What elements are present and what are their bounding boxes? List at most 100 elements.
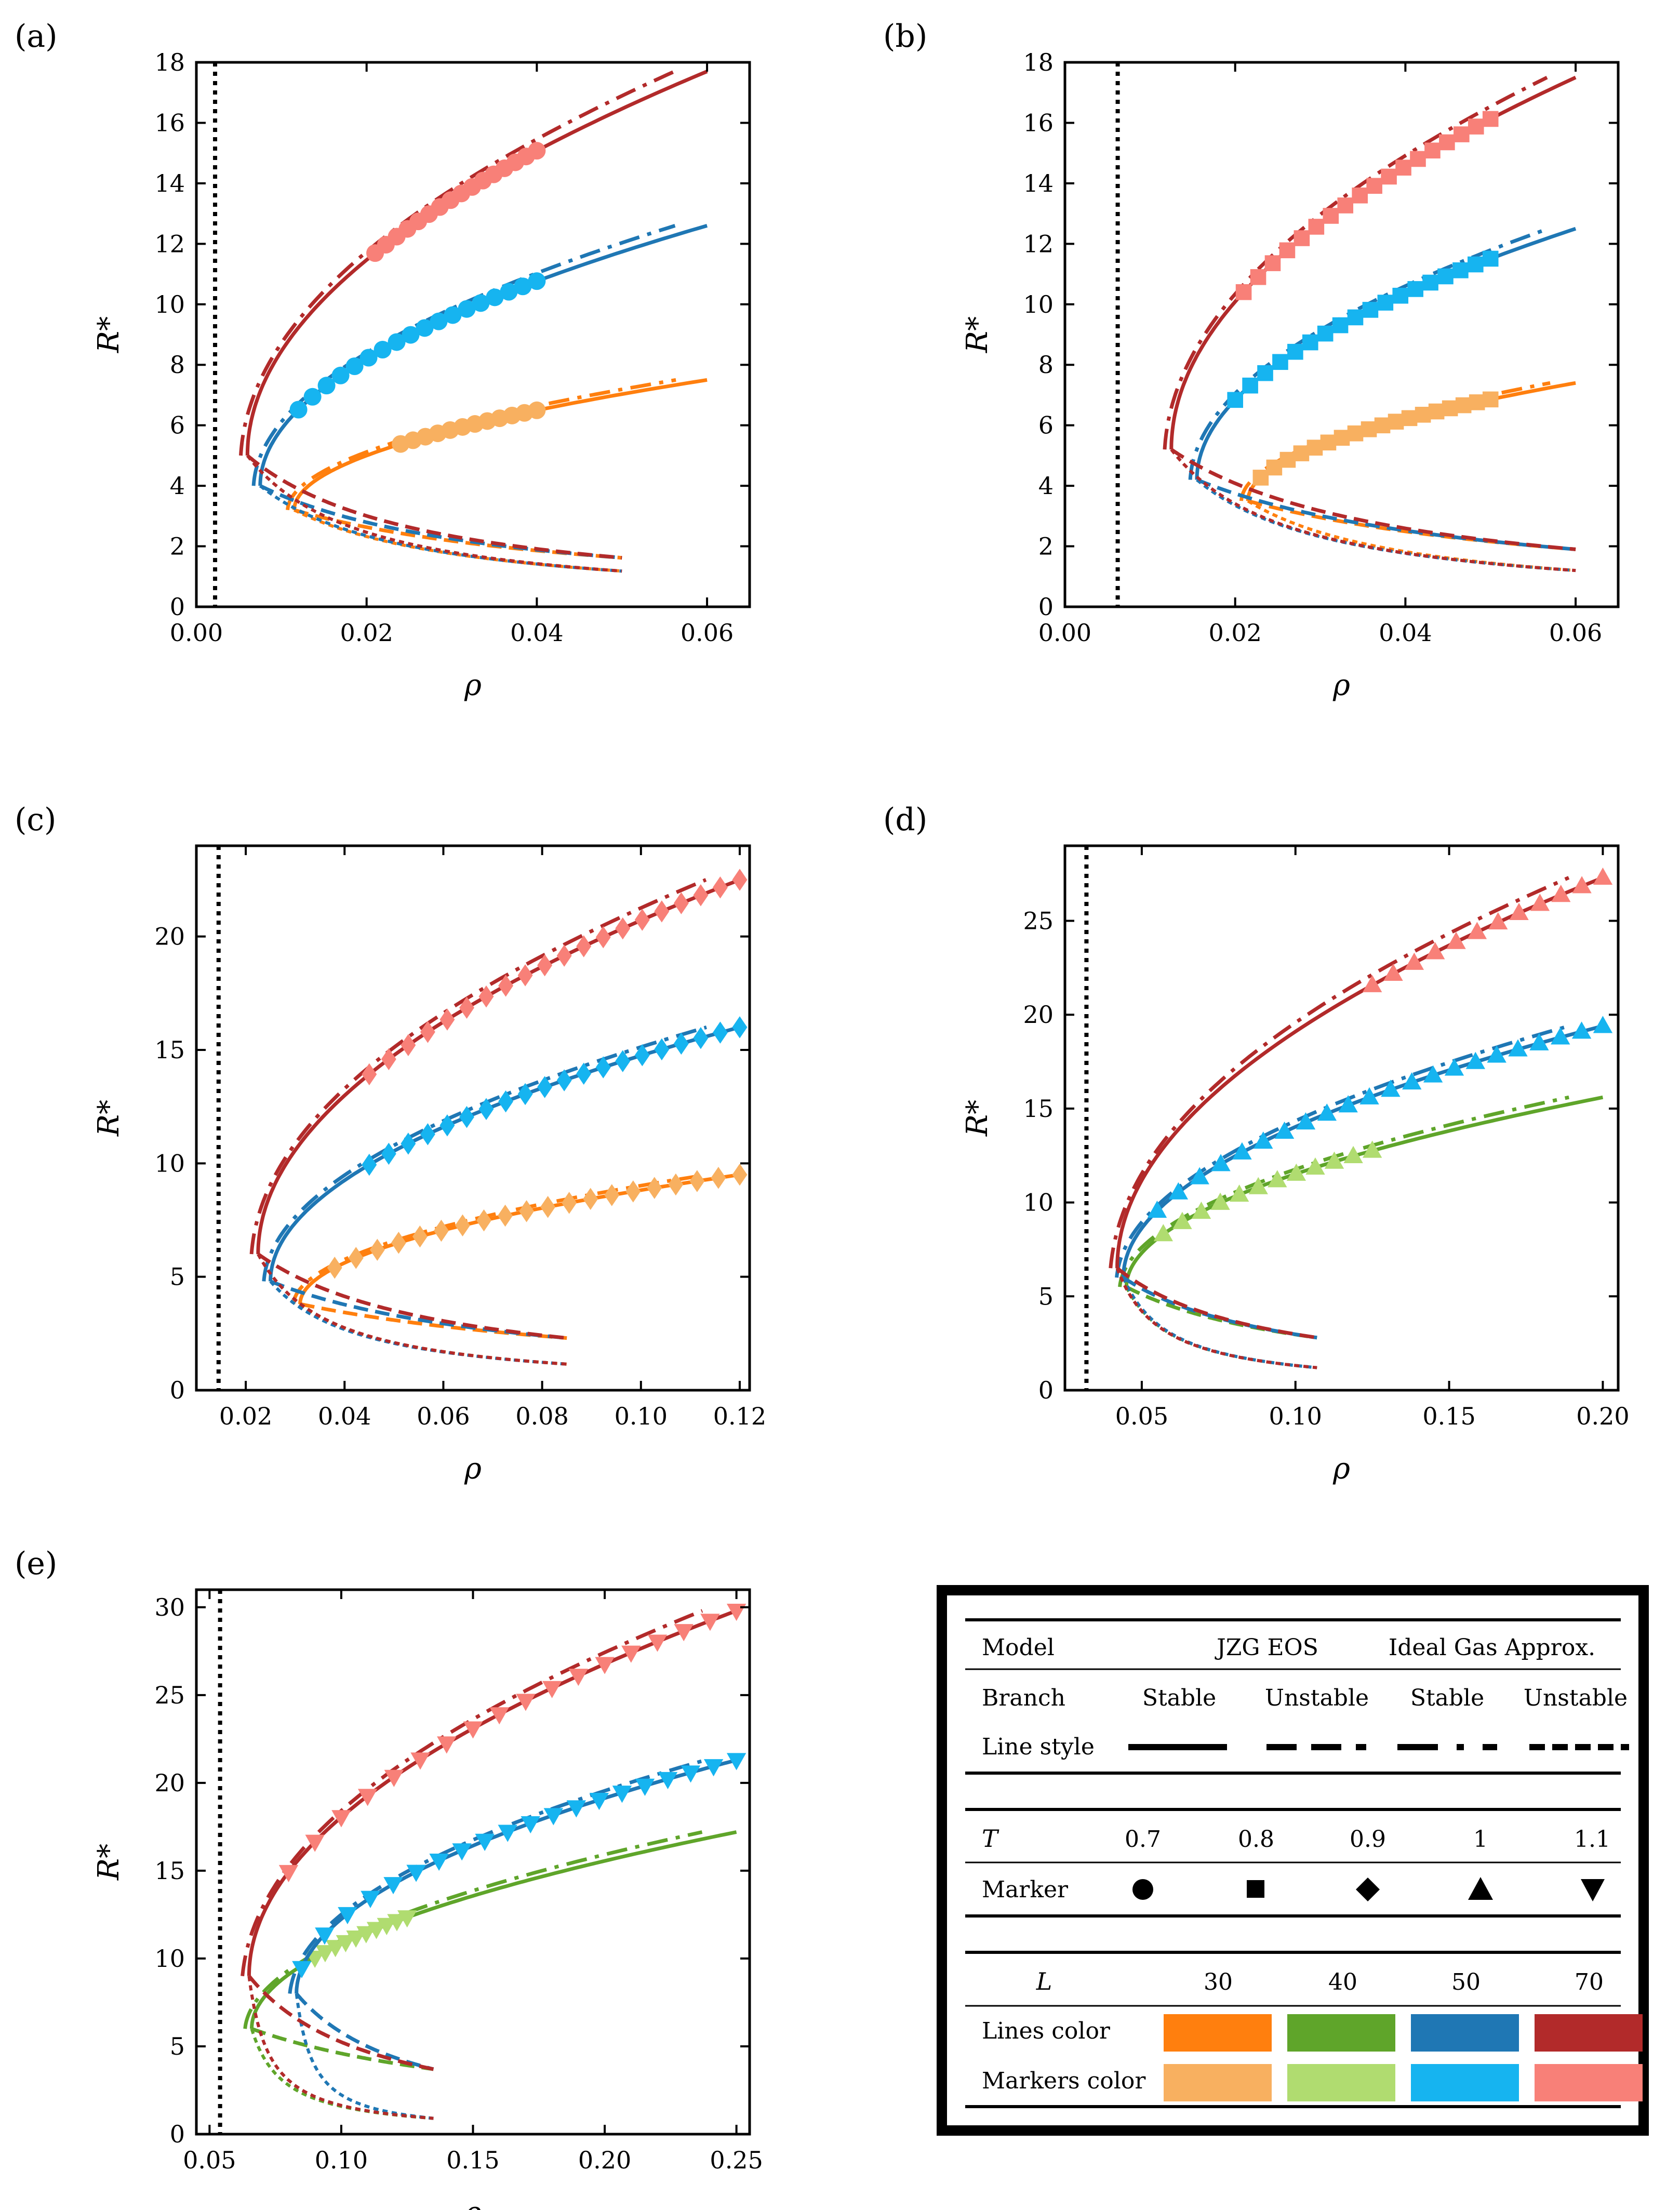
stable-ig-branch-L50: [288, 1758, 706, 1994]
legend-marker-label: Marker: [982, 1876, 1069, 1903]
marker-L70: [542, 1681, 562, 1698]
x-tick-label: 0.10: [1269, 1402, 1322, 1430]
marker-L50: [361, 1891, 380, 1908]
marker-L50: [1257, 365, 1273, 381]
circle-marker-icon: [1132, 1879, 1153, 1900]
unstable-branch-L70: [246, 454, 622, 560]
y-tick-label: 10: [154, 1149, 185, 1177]
x-tick-label: 0.15: [1422, 1402, 1475, 1430]
x-tick-label: 0.04: [1379, 619, 1432, 647]
x-tick-label: 0.10: [315, 2146, 368, 2174]
marker-L50: [475, 1833, 495, 1851]
marker-L50: [1338, 1095, 1358, 1113]
marker-L70: [732, 869, 748, 891]
stable-ig-branch-L30: [286, 378, 676, 511]
marker-L50: [635, 1778, 655, 1796]
marker-L50: [315, 1927, 335, 1945]
panels-container: 0.00 0.02 0.04 0.06024681012141618ρR*(a)0.0…: [15, 18, 1630, 2210]
marker-L70: [381, 1048, 396, 1070]
marker-L70: [621, 1645, 641, 1663]
marker-L50: [478, 1098, 494, 1121]
marker-L50: [362, 1153, 377, 1176]
y-tick-label: 18: [1023, 48, 1054, 76]
y-tick-label: 0: [1038, 593, 1054, 621]
legend-model-label: Model: [982, 1634, 1055, 1661]
panel-label: (d): [883, 802, 927, 838]
stable-ig-branch-L50: [262, 1025, 707, 1282]
marker-L70: [1410, 151, 1426, 167]
marker-L50: [1529, 1033, 1549, 1050]
marker-L70: [478, 985, 494, 1008]
marker-L50: [1392, 287, 1409, 304]
marker-L50: [1332, 317, 1349, 334]
x-tick-label: 0.20: [578, 2146, 631, 2174]
marker-L50: [1272, 354, 1288, 370]
marker-L30: [1266, 459, 1283, 476]
legend-L-value-70: 70: [1575, 1969, 1604, 1995]
marker-L50: [654, 1038, 670, 1061]
marker-L70: [489, 1707, 509, 1725]
stable-ig-branch-L40: [1118, 1095, 1569, 1287]
marker-L50: [406, 1865, 426, 1882]
legend-L-value-50: 50: [1451, 1969, 1481, 1995]
marker-L50: [543, 1808, 564, 1826]
marker-L30: [1401, 410, 1418, 427]
marker-L30: [433, 1219, 449, 1242]
marker-L50: [381, 1142, 396, 1165]
marker-L50: [1423, 1065, 1443, 1083]
marker-L70: [498, 975, 514, 997]
marker-L70: [654, 900, 670, 923]
stable-branch-L30: [292, 378, 708, 510]
marker-L30: [1482, 391, 1499, 408]
stable-branch-L50: [269, 1025, 740, 1282]
y-tick-label: 15: [154, 1857, 185, 1885]
x-tick-label: 0.02: [340, 619, 393, 647]
triangle-up-marker-icon: [1468, 1877, 1493, 1900]
stable-branch-L70: [256, 878, 741, 1254]
y-tick-label: 0: [170, 593, 185, 621]
marker-L30: [689, 1170, 705, 1192]
marker-L70: [459, 996, 474, 1019]
x-tick-label: 0.12: [713, 1402, 766, 1430]
marker-L70: [357, 1789, 378, 1806]
marker-L40: [397, 1910, 417, 1928]
y-tick-label: 5: [170, 2032, 185, 2060]
marker-L40: [1268, 1170, 1287, 1188]
marker-L70: [1530, 894, 1550, 911]
marker-L50: [388, 333, 406, 351]
marker-L50: [402, 326, 420, 344]
y-tick-label: 5: [1038, 1282, 1054, 1310]
marker-L30: [732, 1163, 748, 1186]
marker-L30: [412, 1225, 428, 1248]
axes-frame: [195, 1588, 751, 2136]
x-tick-label: 0.10: [615, 1402, 668, 1430]
marker-L40: [1362, 1140, 1382, 1158]
x-axis-label: ρ: [1332, 669, 1350, 702]
axes-frame: [195, 61, 751, 608]
marker-L70: [362, 1063, 377, 1086]
marker-L50: [439, 1114, 455, 1137]
marker-L30: [1334, 430, 1350, 446]
y-axis-label: R*: [92, 316, 126, 353]
unstable-branch-L70: [257, 1253, 567, 1340]
marker-L40: [366, 1922, 386, 1939]
stable-ig-branch-L70: [1109, 876, 1570, 1269]
marker-L70: [595, 1657, 615, 1674]
legend-T-value-1: 0.7: [1125, 1826, 1161, 1853]
diamond-marker-icon: [1356, 1878, 1380, 1901]
unstable-branch-L70: [1170, 448, 1576, 551]
marker-L70: [420, 1021, 435, 1043]
y-tick-label: 8: [1038, 351, 1054, 379]
marker-L30: [369, 1239, 385, 1261]
legend-T-value-4: 1: [1473, 1826, 1488, 1853]
y-tick-label: 18: [154, 48, 185, 76]
legend-T-value-3: 0.9: [1350, 1826, 1386, 1853]
unstable-ig-branch-L50: [295, 1993, 434, 2120]
unstable-branch-L30: [294, 508, 622, 560]
marker-L50: [317, 377, 336, 395]
y-axis-label: R*: [92, 1100, 126, 1137]
marker-L30: [1252, 470, 1269, 486]
marker-L30: [562, 1192, 577, 1214]
square-marker-icon: [1247, 1880, 1264, 1898]
legend-T-label: T: [982, 1825, 999, 1853]
